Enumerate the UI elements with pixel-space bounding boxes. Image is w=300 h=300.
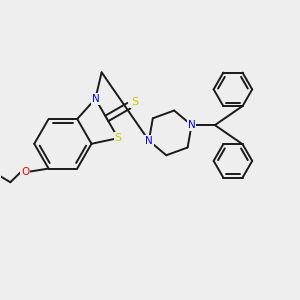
Text: S: S bbox=[115, 133, 122, 143]
Text: S: S bbox=[131, 97, 138, 107]
Text: N: N bbox=[188, 120, 195, 130]
Text: O: O bbox=[21, 167, 29, 177]
Text: N: N bbox=[92, 94, 99, 104]
Text: N: N bbox=[145, 136, 153, 146]
